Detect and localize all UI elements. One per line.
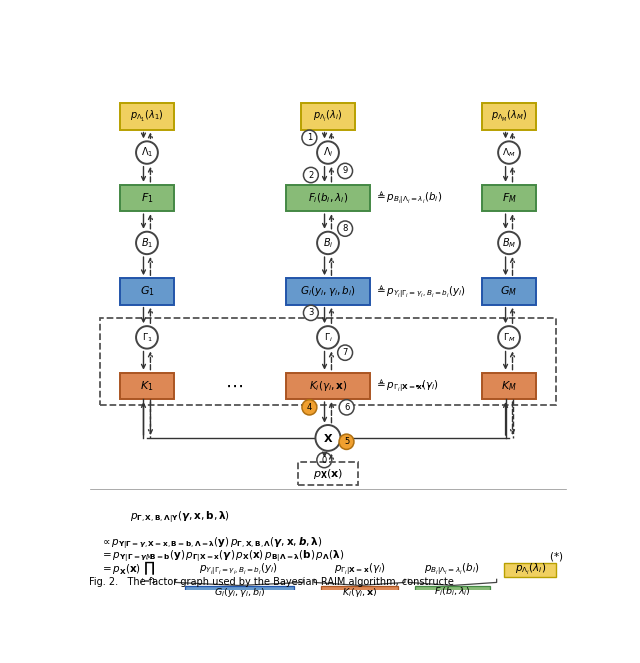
Circle shape: [339, 434, 354, 450]
Bar: [120, 185, 174, 211]
Circle shape: [339, 400, 354, 415]
Text: $G_i(y_i, \gamma_i, b_i)$: $G_i(y_i, \gamma_i, b_i)$: [300, 284, 356, 298]
Text: $F_i(b_i, \lambda_i)$: $F_i(b_i, \lambda_i)$: [308, 191, 348, 205]
Bar: [120, 373, 174, 399]
Bar: [120, 278, 174, 305]
Text: $= p_{\mathbf{Y}|\boldsymbol{\Gamma}=\boldsymbol{\gamma},\mathbf{B}=\mathbf{b}}(: $= p_{\mathbf{Y}|\boldsymbol{\Gamma}=\bo…: [100, 548, 344, 564]
Circle shape: [338, 345, 353, 360]
Bar: [286, 278, 370, 305]
Text: 6: 6: [344, 403, 349, 412]
Text: Fig. 2.   The factor graph used by the Bayesian RAIM algorithm, constructe: Fig. 2. The factor graph used by the Bay…: [89, 577, 454, 587]
Text: $p_{\mathbf{X}}(\mathbf{x})$: $p_{\mathbf{X}}(\mathbf{x})$: [313, 467, 343, 481]
Text: $\cdots$: $\cdots$: [413, 377, 431, 395]
Text: 7: 7: [342, 348, 348, 357]
Text: $\Lambda_i$: $\Lambda_i$: [323, 146, 333, 160]
Text: $\cdots$: $\cdots$: [225, 377, 243, 395]
Text: $(*)$: $(*)$: [549, 550, 564, 563]
Text: $\triangleq p_{B_i|\Lambda_i=\lambda_i}(b_i)$: $\triangleq p_{B_i|\Lambda_i=\lambda_i}(…: [374, 190, 442, 206]
Text: 2: 2: [308, 170, 314, 180]
Circle shape: [317, 452, 332, 467]
Bar: [482, 103, 536, 129]
Text: $G_1$: $G_1$: [140, 284, 154, 298]
Circle shape: [498, 326, 520, 349]
Text: $p_{\Lambda_1}(\lambda_1)$: $p_{\Lambda_1}(\lambda_1)$: [130, 109, 164, 124]
Text: $F_M$: $F_M$: [502, 191, 516, 205]
Circle shape: [317, 231, 339, 254]
Text: $\mathbf{X}$: $\mathbf{X}$: [323, 432, 333, 444]
Text: $\Gamma_i$: $\Gamma_i$: [324, 331, 332, 343]
Bar: [482, 185, 536, 211]
Text: $\Gamma_M$: $\Gamma_M$: [503, 331, 515, 343]
Circle shape: [303, 305, 318, 320]
Text: $G_i(y_i,\gamma_i,b_i)$: $G_i(y_i,\gamma_i,b_i)$: [214, 585, 265, 599]
Text: $\propto p_{\mathbf{Y}|\boldsymbol{\Gamma}=\boldsymbol{\gamma},\mathbf{X}=\mathb: $\propto p_{\mathbf{Y}|\boldsymbol{\Gamm…: [100, 535, 323, 551]
Text: $\triangleq p_{\Gamma_i|\mathbf{X}=\mathbf{x}}(\gamma_i)$: $\triangleq p_{\Gamma_i|\mathbf{X}=\math…: [374, 377, 439, 394]
Circle shape: [136, 326, 158, 349]
Text: $p_{\Gamma_i|\mathbf{X}=\mathbf{x}}(\gamma_i)$: $p_{\Gamma_i|\mathbf{X}=\mathbf{x}}(\gam…: [334, 562, 386, 577]
Text: 0: 0: [322, 455, 327, 465]
Text: $K_i(\gamma_i,\mathbf{x})$: $K_i(\gamma_i,\mathbf{x})$: [342, 585, 378, 599]
Text: $F_i(b_i,\lambda_i)$: $F_i(b_i,\lambda_i)$: [434, 586, 471, 599]
Circle shape: [317, 326, 339, 349]
Text: $K_M$: $K_M$: [501, 379, 517, 392]
Text: $K_1$: $K_1$: [140, 379, 154, 392]
Circle shape: [338, 163, 353, 178]
Text: $G_M$: $G_M$: [500, 284, 518, 298]
Circle shape: [317, 141, 339, 164]
Text: 3: 3: [308, 308, 314, 318]
Text: $p_{\Lambda_i}(\lambda_i)$: $p_{\Lambda_i}(\lambda_i)$: [313, 109, 343, 124]
Circle shape: [338, 221, 353, 236]
Text: $p_{\Lambda_M}(\lambda_M)$: $p_{\Lambda_M}(\lambda_M)$: [491, 109, 527, 124]
Bar: [185, 587, 294, 598]
Text: 4: 4: [307, 403, 312, 412]
Text: $p_{\boldsymbol{\Gamma},\mathbf{X},\mathbf{B},\boldsymbol{\Lambda}|\mathbf{Y}}(\: $p_{\boldsymbol{\Gamma},\mathbf{X},\math…: [129, 510, 230, 526]
Bar: [301, 103, 355, 129]
Text: $K_i(\gamma_i, \mathbf{x})$: $K_i(\gamma_i, \mathbf{x})$: [308, 379, 348, 393]
Text: 9: 9: [342, 166, 348, 176]
Text: $B_1$: $B_1$: [141, 236, 153, 250]
Text: $p_{\Lambda_i}(\lambda_i)$: $p_{\Lambda_i}(\lambda_i)$: [515, 562, 546, 577]
Circle shape: [316, 425, 340, 451]
Bar: [298, 463, 358, 485]
Text: $= p_{\mathbf{X}}(\mathbf{x})\prod_{i=1}^{M}$: $= p_{\mathbf{X}}(\mathbf{x})\prod_{i=1}…: [100, 553, 157, 586]
Text: 5: 5: [344, 438, 349, 446]
Bar: [100, 318, 556, 405]
Text: 8: 8: [342, 224, 348, 233]
Bar: [482, 373, 536, 399]
Text: $B_M$: $B_M$: [502, 236, 516, 250]
Circle shape: [136, 231, 158, 254]
Circle shape: [302, 130, 317, 145]
Text: $\Lambda_M$: $\Lambda_M$: [502, 147, 516, 159]
Circle shape: [303, 167, 318, 183]
Text: $F_1$: $F_1$: [141, 191, 153, 205]
Text: $\triangleq p_{Y_i|\Gamma_i=\gamma_i,B_i=b_i}(y_i)$: $\triangleq p_{Y_i|\Gamma_i=\gamma_i,B_i…: [374, 283, 466, 300]
Text: $p_{Y_i|\Gamma_i=\gamma_i,B_i=b_i}(y_i)$: $p_{Y_i|\Gamma_i=\gamma_i,B_i=b_i}(y_i)$: [199, 562, 278, 577]
Bar: [286, 373, 370, 399]
Text: $p_{B_i|\Lambda_i=\lambda_i}(b_i)$: $p_{B_i|\Lambda_i=\lambda_i}(b_i)$: [424, 562, 480, 577]
Text: $B_i$: $B_i$: [323, 236, 333, 250]
Bar: [482, 278, 536, 305]
Circle shape: [498, 231, 520, 254]
Circle shape: [302, 400, 317, 415]
Text: 1: 1: [307, 133, 312, 143]
Circle shape: [136, 141, 158, 164]
Circle shape: [498, 141, 520, 164]
Text: $\Gamma_1$: $\Gamma_1$: [141, 331, 152, 343]
Bar: [415, 587, 490, 598]
Bar: [504, 562, 556, 577]
Text: $\Lambda_1$: $\Lambda_1$: [141, 146, 153, 160]
Bar: [286, 185, 370, 211]
Bar: [120, 103, 174, 129]
Bar: [321, 587, 398, 598]
